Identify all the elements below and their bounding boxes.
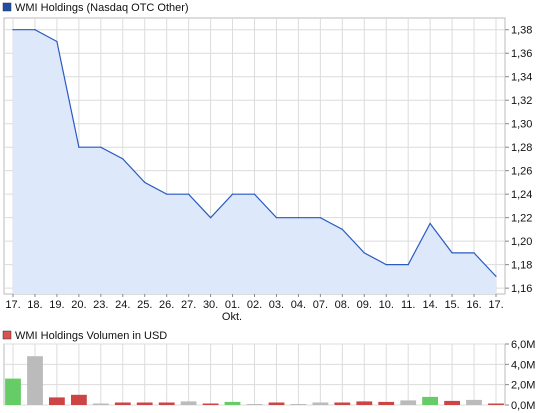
volume-bar — [246, 404, 263, 405]
price-point — [495, 275, 497, 277]
volume-bar — [422, 396, 438, 405]
price-y-tick-label: 1,18 — [511, 260, 532, 272]
price-x-tick-label: 04. — [291, 299, 306, 311]
volume-bar — [378, 401, 395, 405]
volume-bar — [224, 401, 241, 405]
volume-bar — [136, 402, 153, 405]
price-point — [473, 252, 475, 254]
price-point — [56, 40, 58, 43]
price-x-tick-label: 07. — [313, 299, 328, 311]
volume-bar — [444, 400, 460, 405]
volume-bar — [400, 400, 417, 405]
volume-y-tick-label: 4,0M — [511, 359, 535, 371]
price-point — [100, 146, 102, 148]
volume-bar — [180, 401, 197, 405]
price-point — [429, 222, 431, 225]
price-point — [209, 217, 212, 219]
price-area — [13, 29, 496, 294]
volume-bar — [356, 401, 373, 405]
price-x-tick-label: 24. — [115, 299, 130, 311]
price-x-tick-label: 08. — [335, 299, 350, 311]
price-x-tick-label: 18. — [27, 299, 42, 311]
price-legend-label: WMI Holdings (Nasdaq OTC Other) — [15, 2, 189, 14]
volume-bar — [92, 403, 109, 405]
price-x-tick-label: 17. — [5, 299, 20, 311]
price-x-tick-label: 03. — [269, 299, 284, 311]
price-x-tick-label: 25. — [137, 299, 152, 311]
price-x-tick-label: 16. — [466, 299, 481, 311]
price-y-tick-label: 1,30 — [511, 119, 532, 131]
price-point — [407, 264, 409, 266]
price-x-tick-label: 17. — [488, 299, 503, 311]
volume-plot — [5, 356, 504, 405]
price-legend-swatch — [2, 2, 12, 12]
price-point — [166, 193, 168, 195]
volume-bar — [202, 403, 219, 405]
price-x-tick-label: 20. — [71, 299, 86, 311]
price-y-tick-label: 1,20 — [511, 236, 532, 248]
price-point — [253, 193, 256, 195]
price-point — [319, 217, 321, 219]
price-y-tick-label: 1,38 — [511, 25, 532, 37]
price-x-tick-label: 01. — [225, 299, 240, 311]
price-y-tick-label: 1,16 — [511, 283, 532, 295]
price-y-axis: 1,38 1,36 1,34 1,32 1,30 1,28 1,26 1,24 1,22 1,20… — [505, 25, 532, 295]
price-x-tick-label: 23. — [93, 299, 108, 311]
price-point — [341, 228, 343, 231]
price-point — [363, 252, 365, 254]
price-point — [78, 146, 80, 148]
volume-bar — [114, 402, 131, 405]
price-point — [297, 217, 300, 219]
price-point — [275, 217, 278, 219]
price-x-tick-label: 19. — [49, 299, 64, 311]
month-label: Okt. — [222, 311, 242, 323]
price-point — [385, 264, 387, 266]
volume-bar — [27, 356, 43, 405]
volume-legend-label: WMI Holdings Volumen in USD — [15, 330, 167, 342]
price-y-tick-label: 1,34 — [511, 72, 532, 84]
volume-bar — [268, 402, 285, 405]
price-point — [122, 158, 124, 160]
price-point — [12, 29, 14, 31]
price-x-tick-label: 10. — [379, 299, 394, 311]
price-y-tick-label: 1,36 — [511, 48, 532, 60]
volume-bar — [71, 394, 87, 405]
price-point — [231, 193, 234, 195]
price-point — [188, 193, 190, 195]
volume-bar — [49, 397, 65, 405]
price-y-tick-label: 1,28 — [511, 142, 532, 154]
price-point — [34, 29, 36, 31]
price-x-tick-label: 30. — [203, 299, 218, 311]
volume-bar — [334, 402, 351, 405]
price-y-tick-label: 1,24 — [511, 189, 532, 201]
volume-bar — [312, 402, 329, 405]
volume-bar — [488, 403, 504, 405]
price-x-tick-label: 26. — [159, 299, 174, 311]
price-x-tick-label: 27. — [181, 299, 196, 311]
volume-legend-swatch — [2, 330, 12, 340]
price-point — [144, 181, 146, 184]
price-x-tick-label: 09. — [357, 299, 372, 311]
price-plot — [12, 29, 497, 294]
volume-bar — [158, 402, 175, 405]
volume-y-axis: 6,0M 4,0M 2,0M 0,0M — [505, 339, 535, 412]
price-y-tick-label: 1,32 — [511, 95, 532, 107]
price-x-tick-label: 14. — [422, 299, 437, 311]
volume-y-tick-label: 6,0M — [511, 339, 535, 351]
price-y-tick-label: 1,26 — [511, 166, 532, 178]
price-x-tick-label: 02. — [247, 299, 262, 311]
volume-bar — [5, 378, 21, 405]
volume-y-tick-label: 0,0M — [511, 400, 535, 412]
price-x-tick-label: 11. — [401, 299, 415, 311]
price-y-tick-label: 1,22 — [511, 213, 532, 225]
volume-y-tick-label: 2,0M — [511, 380, 535, 392]
price-x-axis: 17. 18. 19. 20. 23. 24. 25. 26. 27. 30. 01. 02. 03. 0… — [5, 294, 504, 311]
price-point — [451, 252, 453, 254]
volume-bar — [290, 404, 307, 405]
price-x-tick-label: 15. — [444, 299, 459, 311]
volume-bar — [466, 399, 482, 405]
